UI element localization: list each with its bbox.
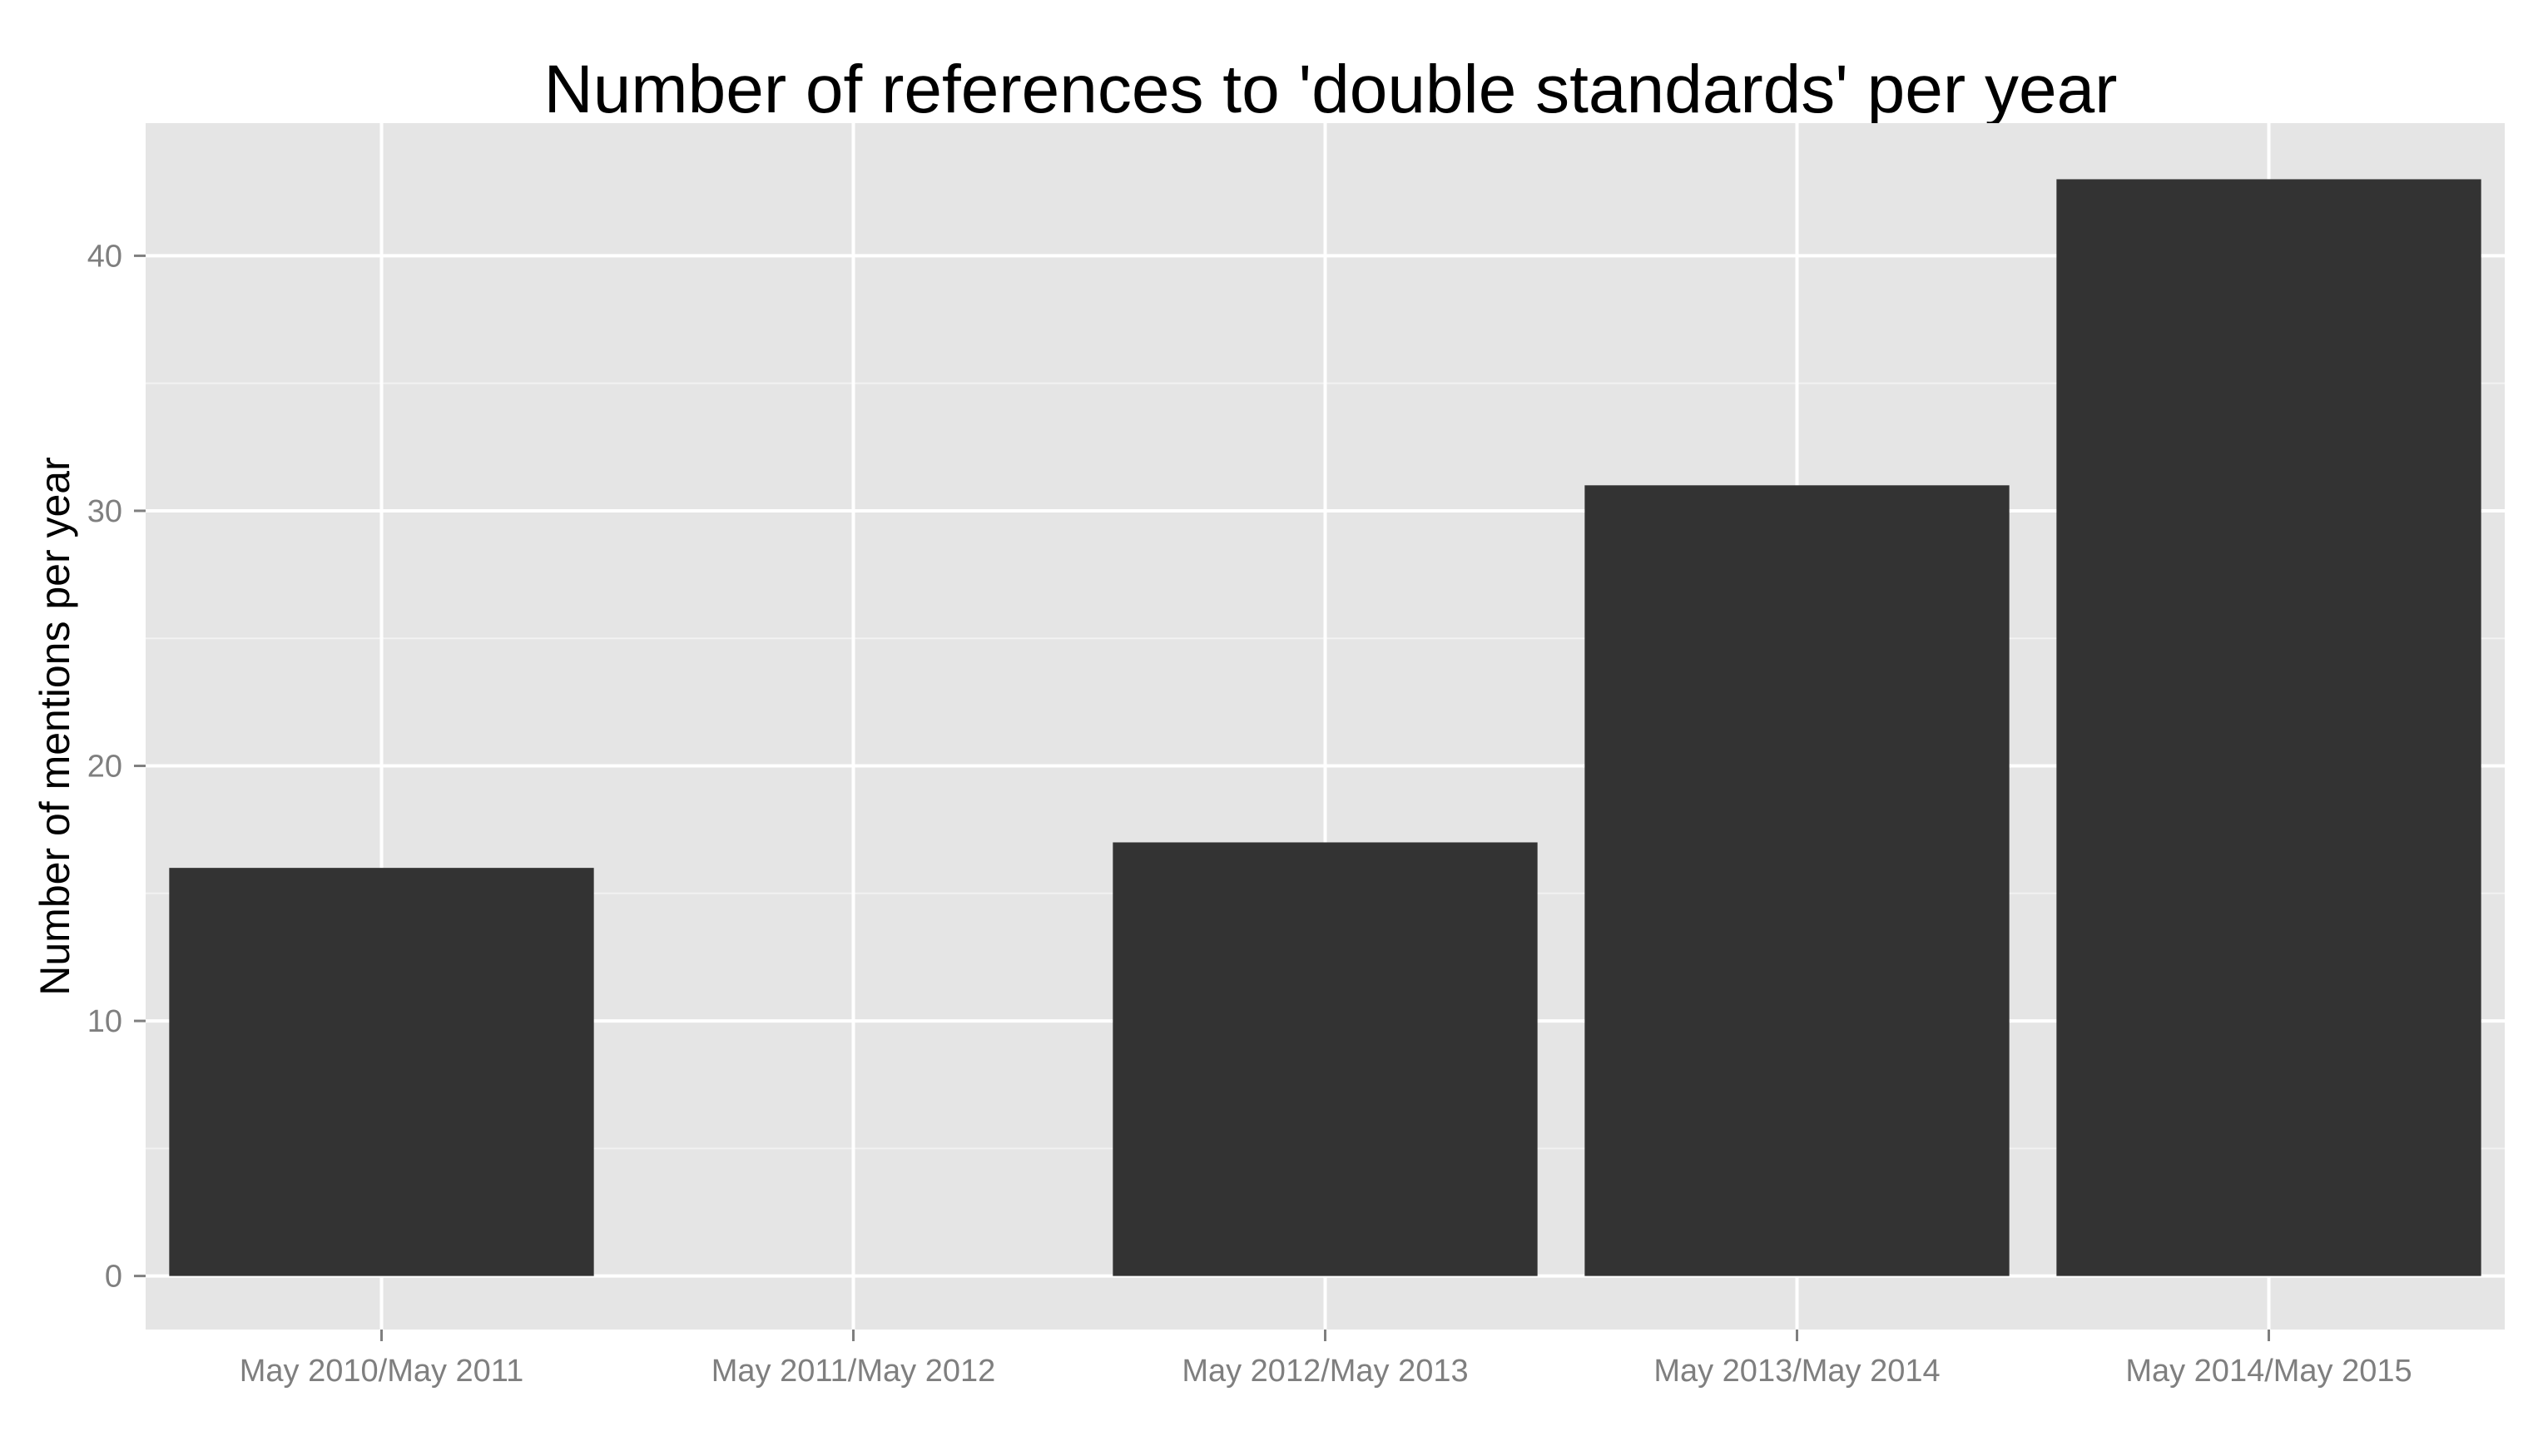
x-tick-label: May 2014/May 2015 (2125, 1354, 2412, 1389)
bar (1584, 485, 2010, 1276)
x-tick-label: May 2010/May 2011 (240, 1354, 524, 1389)
y-tick-label: 40 (87, 239, 122, 274)
y-tick-label: 10 (87, 1004, 122, 1039)
bar (2056, 179, 2481, 1276)
y-axis: 0 10 20 30 40 (87, 239, 146, 1295)
bar (1113, 842, 1538, 1276)
y-tick-label: 0 (105, 1260, 122, 1295)
bars (169, 179, 2481, 1276)
y-tick-label: 30 (87, 494, 122, 529)
y-tick-label: 20 (87, 750, 122, 785)
x-tick-label: May 2011/May 2012 (711, 1354, 996, 1389)
x-tick-label: May 2013/May 2014 (1653, 1354, 1940, 1389)
y-axis-title: Number of mentions per year (32, 457, 78, 996)
x-tick-label: May 2012/May 2013 (1182, 1354, 1468, 1389)
x-axis: May 2010/May 2011 May 2011/May 2012 May 20… (240, 1330, 2412, 1389)
chart-title: Number of references to 'double standard… (543, 52, 2117, 127)
bar (169, 868, 594, 1276)
